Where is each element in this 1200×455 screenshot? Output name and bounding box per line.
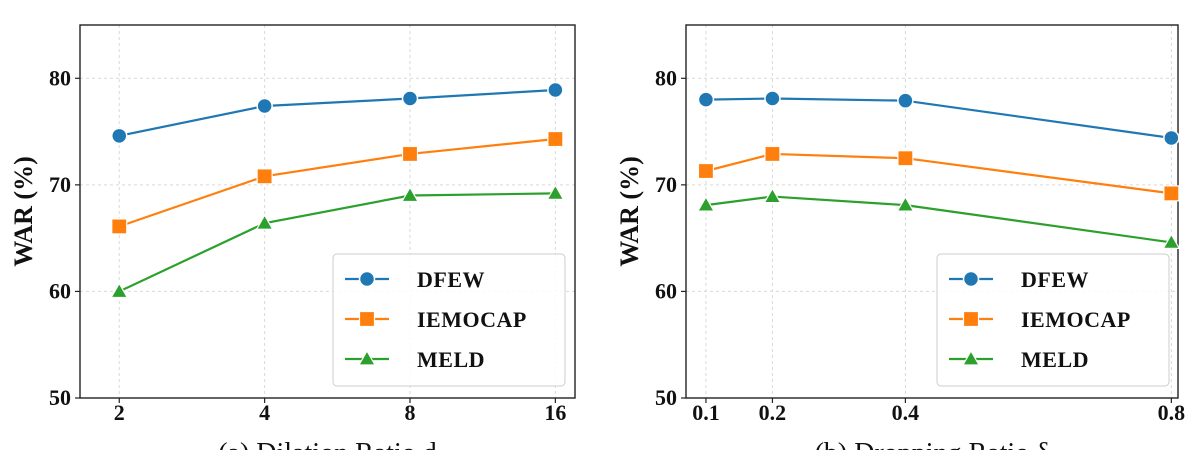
series-line-iemocap bbox=[118, 137, 556, 228]
series-iemocap bbox=[111, 130, 564, 235]
x-tick-label: 4 bbox=[259, 400, 270, 425]
x-tick-label: 8 bbox=[405, 400, 416, 425]
subcaption: (b) Dropping Ratio δ bbox=[815, 438, 1050, 450]
legend-item-iemocap: IEMOCAP bbox=[345, 307, 527, 332]
legend-label: MELD bbox=[417, 347, 485, 372]
y-tick-label: 60 bbox=[49, 278, 71, 303]
x-tick-label: 2 bbox=[114, 400, 125, 425]
y-tick-label: 50 bbox=[655, 385, 677, 410]
data-point-iemocap bbox=[111, 218, 128, 235]
y-tick-label: 80 bbox=[655, 65, 677, 90]
y-tick-label: 70 bbox=[655, 172, 677, 197]
legend-label: DFEW bbox=[417, 267, 485, 292]
series-dfew bbox=[697, 90, 1180, 147]
data-point-iemocap bbox=[547, 130, 564, 148]
data-point-meld bbox=[696, 195, 715, 212]
x-tick-label: 0.8 bbox=[1158, 400, 1186, 425]
legend-item-meld: MELD bbox=[949, 347, 1089, 372]
data-point-iemocap bbox=[1163, 185, 1180, 202]
x-tick-label: 0.4 bbox=[892, 400, 920, 425]
data-point-dfew bbox=[897, 92, 914, 109]
data-point-dfew bbox=[764, 90, 781, 107]
legend-item-iemocap: IEMOCAP bbox=[949, 307, 1131, 332]
series-line-iemocap bbox=[705, 152, 1172, 195]
legend-marker bbox=[358, 270, 376, 288]
legend-label: IEMOCAP bbox=[417, 307, 527, 332]
legend: DFEW IEMOCAP MELD bbox=[936, 253, 1170, 387]
y-tick-label: 60 bbox=[655, 278, 677, 303]
data-point-meld bbox=[400, 186, 420, 203]
legend-marker bbox=[962, 310, 980, 328]
legend-marker bbox=[962, 270, 980, 288]
legend-label: IEMOCAP bbox=[1021, 307, 1131, 332]
plot-frame bbox=[685, 24, 1179, 399]
data-point-iemocap bbox=[764, 145, 781, 163]
data-point-meld bbox=[255, 214, 274, 230]
series-iemocap bbox=[697, 145, 1180, 202]
series-line-meld bbox=[705, 195, 1172, 244]
legend-item-dfew: DFEW bbox=[345, 267, 485, 292]
data-point-dfew bbox=[697, 91, 715, 108]
legend-item-dfew: DFEW bbox=[949, 267, 1089, 292]
series-line-meld bbox=[118, 192, 556, 293]
data-point-iemocap bbox=[401, 145, 419, 163]
legend-label: DFEW bbox=[1021, 267, 1089, 292]
data-point-iemocap bbox=[256, 168, 273, 185]
data-point-iemocap bbox=[697, 162, 715, 180]
data-point-meld bbox=[763, 187, 782, 204]
series-meld bbox=[696, 187, 1181, 250]
subcaption: (a) Dilation Ratio d bbox=[218, 438, 437, 450]
legend-box bbox=[936, 253, 1170, 387]
legend-item-meld: MELD bbox=[345, 347, 485, 372]
series-dfew bbox=[111, 81, 564, 145]
legend-marker bbox=[357, 349, 377, 366]
data-point-meld bbox=[896, 195, 915, 212]
y-axis-label: WAR (%) bbox=[9, 156, 38, 267]
legend: DFEW IEMOCAP MELD bbox=[332, 253, 566, 387]
x-tick-label: 0.1 bbox=[692, 400, 720, 425]
data-point-meld bbox=[1162, 233, 1181, 250]
chart-panel-a: 50 60 70 80 2 4 8 16 WAR (%) DFEW IEMOCAP MELD (a) D… bbox=[9, 24, 576, 455]
y-tick-label: 70 bbox=[49, 172, 71, 197]
legend-marker bbox=[358, 310, 376, 328]
x-tick-label: 16 bbox=[544, 400, 566, 425]
series-meld bbox=[110, 184, 565, 299]
legend-box bbox=[332, 253, 566, 387]
data-point-dfew bbox=[111, 127, 128, 145]
data-point-dfew bbox=[256, 97, 273, 115]
series-line-dfew bbox=[119, 88, 556, 137]
data-point-meld bbox=[546, 184, 565, 200]
data-point-dfew bbox=[401, 90, 419, 107]
data-point-iemocap bbox=[897, 150, 914, 167]
y-tick-label: 80 bbox=[49, 65, 71, 90]
x-tick-label: 0.2 bbox=[759, 400, 787, 425]
legend-marker bbox=[961, 349, 981, 366]
y-axis-label: WAR (%) bbox=[615, 156, 644, 267]
data-point-meld bbox=[110, 282, 129, 299]
data-point-dfew bbox=[1163, 129, 1180, 147]
y-tick-label: 50 bbox=[49, 385, 71, 410]
series-line-dfew bbox=[705, 97, 1172, 140]
data-point-dfew bbox=[547, 81, 564, 99]
chart-panel-b: 50 60 70 80 0.1 0.2 0.4 0.8 WAR (%) DFEW IEMOCAP ME… bbox=[615, 24, 1186, 455]
plot-frame bbox=[79, 24, 576, 399]
legend-label: MELD bbox=[1021, 347, 1089, 372]
